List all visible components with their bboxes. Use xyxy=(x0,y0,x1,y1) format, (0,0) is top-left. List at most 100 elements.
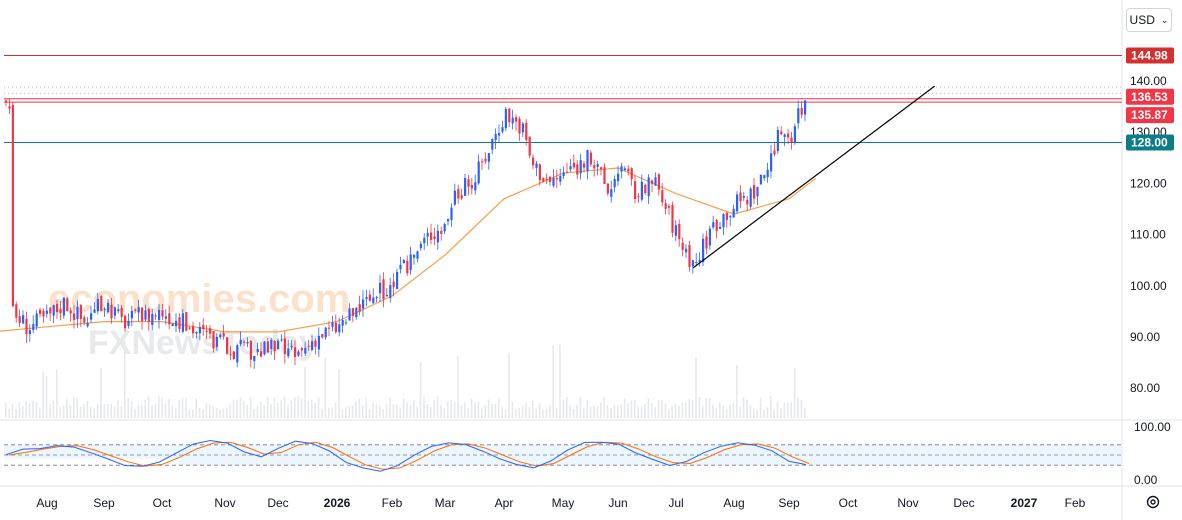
candle[interactable] xyxy=(11,102,14,308)
candle[interactable] xyxy=(402,258,405,264)
candle[interactable] xyxy=(59,301,62,321)
candle[interactable] xyxy=(770,144,773,179)
candle[interactable] xyxy=(379,274,382,302)
candle[interactable] xyxy=(219,332,222,340)
candle[interactable] xyxy=(470,177,473,195)
candle[interactable] xyxy=(657,173,660,196)
candle[interactable] xyxy=(175,313,178,333)
candle[interactable] xyxy=(355,306,358,320)
candle[interactable] xyxy=(637,193,640,203)
candle[interactable] xyxy=(528,136,531,159)
candle[interactable] xyxy=(640,174,643,202)
candle[interactable] xyxy=(474,174,477,195)
candle[interactable] xyxy=(348,303,351,321)
candle[interactable] xyxy=(45,304,48,318)
candle[interactable] xyxy=(202,317,205,336)
candle[interactable] xyxy=(467,174,470,196)
candle[interactable] xyxy=(382,272,385,308)
candle[interactable] xyxy=(538,163,541,186)
candle[interactable] xyxy=(804,100,807,121)
candle[interactable] xyxy=(270,337,273,355)
candle[interactable] xyxy=(644,183,647,196)
candle[interactable] xyxy=(668,203,671,215)
candle[interactable] xyxy=(69,307,72,322)
candle[interactable] xyxy=(375,295,378,303)
candle[interactable] xyxy=(192,321,195,339)
candle[interactable] xyxy=(246,337,249,348)
candle[interactable] xyxy=(440,226,443,241)
candle[interactable] xyxy=(205,324,208,339)
candle[interactable] xyxy=(450,203,453,227)
candle[interactable] xyxy=(287,339,290,359)
candle[interactable] xyxy=(521,122,524,137)
candle[interactable] xyxy=(311,334,314,352)
candle[interactable] xyxy=(511,109,514,130)
candle[interactable] xyxy=(797,100,800,129)
candle[interactable] xyxy=(430,223,433,245)
candle[interactable] xyxy=(304,341,307,356)
candle[interactable] xyxy=(406,255,409,276)
candle[interactable] xyxy=(501,120,504,134)
stochastic-k-line[interactable] xyxy=(5,439,807,472)
stochastic-d-line[interactable] xyxy=(8,441,810,470)
candle[interactable] xyxy=(756,186,759,206)
candle[interactable] xyxy=(457,184,460,204)
trendline[interactable] xyxy=(692,85,935,269)
candle[interactable] xyxy=(56,300,59,319)
candle[interactable] xyxy=(627,165,630,176)
candle[interactable] xyxy=(664,199,667,215)
candle[interactable] xyxy=(178,313,181,333)
candle[interactable] xyxy=(617,165,620,187)
candle[interactable] xyxy=(453,183,456,207)
candle[interactable] xyxy=(759,174,762,185)
candle[interactable] xyxy=(464,173,467,196)
settings-button[interactable] xyxy=(1144,493,1162,511)
candle[interactable] xyxy=(725,211,728,228)
candle[interactable] xyxy=(572,154,575,170)
candle[interactable] xyxy=(280,334,283,342)
candle[interactable] xyxy=(324,326,327,340)
candle[interactable] xyxy=(651,179,654,193)
candle[interactable] xyxy=(532,154,535,170)
candle[interactable] xyxy=(212,330,215,353)
candle[interactable] xyxy=(127,313,130,329)
candle[interactable] xyxy=(52,304,55,324)
candle[interactable] xyxy=(776,126,779,154)
candle[interactable] xyxy=(100,294,103,312)
candle[interactable] xyxy=(603,163,606,185)
candle[interactable] xyxy=(362,290,365,317)
candle[interactable] xyxy=(181,309,184,334)
candle[interactable] xyxy=(491,138,494,155)
candle[interactable] xyxy=(661,183,664,207)
candle[interactable] xyxy=(742,191,745,202)
candle[interactable] xyxy=(195,331,198,339)
candle[interactable] xyxy=(158,304,161,329)
candle[interactable] xyxy=(654,172,657,186)
candle[interactable] xyxy=(103,307,106,317)
candle[interactable] xyxy=(243,339,246,347)
candle[interactable] xyxy=(168,305,171,330)
candle[interactable] xyxy=(719,222,722,230)
candle[interactable] xyxy=(117,303,120,314)
candle[interactable] xyxy=(634,175,637,204)
candle[interactable] xyxy=(396,268,399,290)
candle[interactable] xyxy=(273,339,276,360)
candle[interactable] xyxy=(35,310,38,331)
candle[interactable] xyxy=(96,292,99,315)
candle[interactable] xyxy=(746,195,749,212)
candle[interactable] xyxy=(576,160,579,180)
candle[interactable] xyxy=(338,317,341,337)
candle[interactable] xyxy=(229,345,232,361)
candle[interactable] xyxy=(39,307,42,318)
candle[interactable] xyxy=(579,153,582,180)
candle[interactable] xyxy=(426,227,429,246)
candle[interactable] xyxy=(800,101,803,119)
candle[interactable] xyxy=(436,224,439,250)
candle[interactable] xyxy=(226,336,229,355)
candle[interactable] xyxy=(263,340,266,356)
candle[interactable] xyxy=(545,173,548,184)
candle[interactable] xyxy=(508,107,511,127)
candle[interactable] xyxy=(766,162,769,183)
candle[interactable] xyxy=(562,166,565,180)
